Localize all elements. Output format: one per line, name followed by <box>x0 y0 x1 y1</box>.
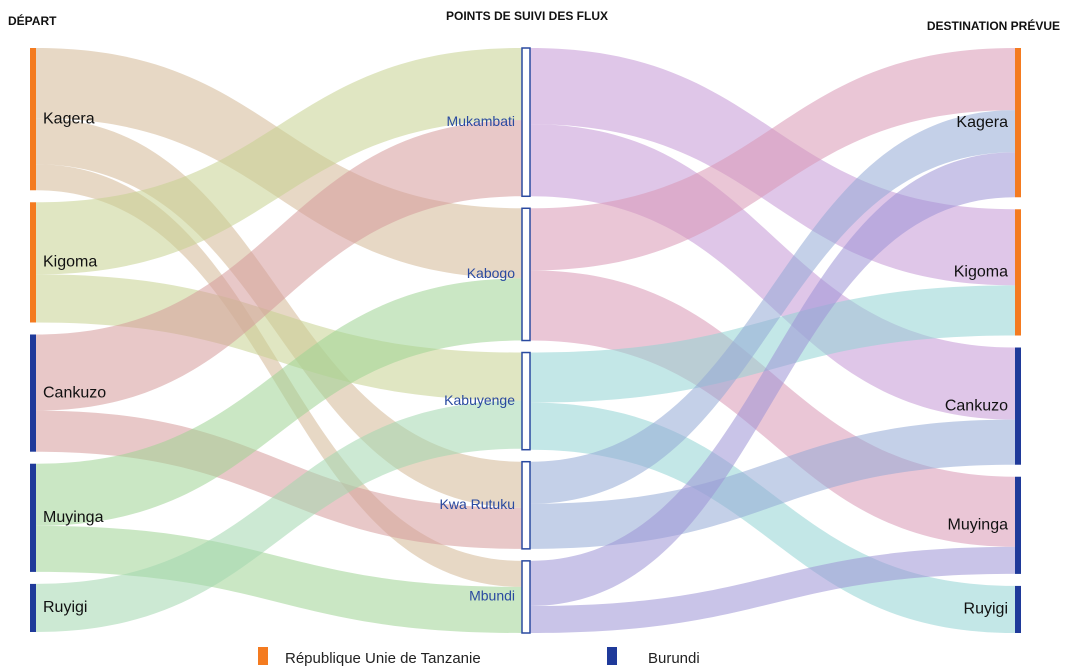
legend-label: Burundi <box>648 650 700 667</box>
node <box>30 463 36 572</box>
node <box>30 202 36 323</box>
node-label: Kigoma <box>43 254 97 271</box>
node-label: Ruyigi <box>964 601 1008 618</box>
links <box>36 48 1015 633</box>
flow <box>36 118 522 508</box>
node <box>30 48 36 191</box>
flow <box>36 278 522 526</box>
node <box>521 351 531 451</box>
flow <box>36 525 522 633</box>
node <box>30 334 36 452</box>
flow <box>36 48 522 275</box>
nodes: Kagera Kigoma Cankuzo Muyinga Ruyigi Mukambat… <box>30 47 1021 634</box>
node-label: Ruyigi <box>43 599 87 616</box>
node-label: Muyinga <box>43 509 104 526</box>
flow <box>530 285 1015 403</box>
node-label: Mukambati <box>447 113 515 129</box>
legend-label: République Unie de Tanzanie <box>285 650 481 667</box>
legend-swatch <box>258 647 268 665</box>
column-title: DESTINATION PRÉVUE <box>927 18 1060 33</box>
flow <box>36 274 522 401</box>
node <box>1015 209 1021 336</box>
flow <box>530 270 1015 547</box>
node-label: Cankuzo <box>43 384 106 401</box>
node-label: Kwa Rutuku <box>440 496 515 512</box>
flow <box>36 120 522 411</box>
node-label: Kabuyenge <box>444 392 515 408</box>
node <box>1015 585 1021 633</box>
flow <box>530 546 1015 633</box>
node <box>521 560 531 634</box>
node <box>521 47 531 198</box>
node-label: Kabogo <box>467 265 515 281</box>
node <box>1015 48 1021 198</box>
legend-swatch <box>607 647 617 665</box>
column-title: POINTS DE SUIVI DES FLUX <box>446 9 608 23</box>
node-label: Muyinga <box>948 517 1009 534</box>
node-label: Kagera <box>956 114 1008 131</box>
node <box>30 583 36 632</box>
column-title: DÉPART <box>8 13 57 28</box>
flow <box>530 48 1015 271</box>
flow <box>530 152 1015 606</box>
node-label: Cankuzo <box>945 397 1008 414</box>
node-label: Kigoma <box>954 264 1008 281</box>
node-label: Mbundi <box>469 588 515 604</box>
node <box>1015 347 1021 465</box>
node-label: Kagera <box>43 110 95 127</box>
node <box>521 460 531 550</box>
flow <box>530 419 1015 549</box>
node <box>1015 476 1021 574</box>
node <box>521 207 531 342</box>
flow <box>36 400 522 632</box>
flow <box>530 110 1015 504</box>
